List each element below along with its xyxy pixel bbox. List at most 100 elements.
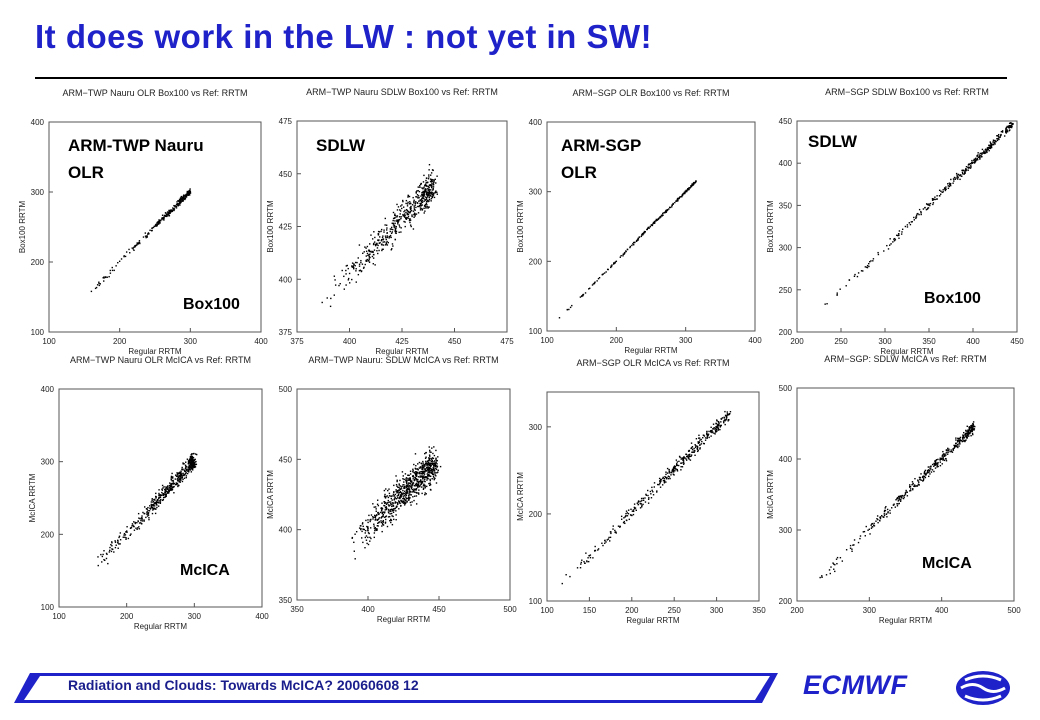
data-point: [136, 522, 138, 524]
data-point: [402, 213, 404, 216]
data-point: [660, 214, 663, 217]
data-point: [434, 460, 436, 462]
data-point: [181, 480, 184, 483]
data-point: [426, 476, 428, 478]
data-point: [400, 504, 402, 507]
x-tick-label: 400: [748, 336, 762, 345]
data-point: [435, 190, 437, 192]
data-point: [1010, 124, 1013, 126]
data-point: [934, 467, 937, 469]
data-point: [345, 284, 347, 286]
data-point: [434, 474, 436, 476]
data-point: [161, 484, 164, 487]
data-point: [988, 150, 990, 152]
data-point: [1000, 130, 1003, 133]
data-point: [681, 462, 683, 464]
data-point: [923, 470, 926, 473]
data-point: [395, 483, 398, 486]
data-point: [158, 497, 160, 499]
data-point: [970, 163, 972, 165]
data-point: [154, 508, 157, 510]
data-point: [969, 431, 972, 433]
data-point: [390, 512, 393, 515]
data-point: [412, 474, 414, 477]
data-point: [967, 167, 970, 169]
data-point: [412, 469, 414, 472]
data-point: [177, 476, 179, 478]
data-point: [726, 413, 729, 415]
data-point: [688, 188, 690, 191]
x-tick-label: 350: [752, 606, 766, 615]
data-point: [667, 208, 669, 211]
data-point: [98, 282, 100, 285]
data-point: [571, 304, 573, 307]
data-point: [579, 296, 582, 298]
data-point: [362, 541, 364, 544]
data-point: [972, 425, 974, 427]
data-point: [420, 182, 423, 185]
data-point: [959, 439, 961, 442]
data-point: [430, 189, 432, 191]
data-point: [152, 507, 154, 510]
data-point: [629, 246, 631, 249]
data-point: [384, 502, 386, 505]
data-point: [947, 447, 949, 450]
x-axis-label: Regular RRTM: [624, 346, 678, 355]
data-point: [187, 470, 189, 472]
data-point: [386, 232, 388, 234]
data-point: [592, 283, 595, 285]
data-point: [351, 262, 354, 264]
data-point: [162, 496, 165, 499]
data-point: [673, 467, 675, 469]
data-point: [377, 234, 380, 236]
data-point: [411, 475, 414, 478]
data-point: [411, 215, 413, 218]
data-point: [183, 196, 185, 199]
data-point: [949, 183, 952, 186]
data-point: [694, 181, 697, 184]
data-point: [970, 165, 972, 167]
data-point: [996, 139, 999, 142]
data-point: [952, 182, 954, 184]
data-point: [715, 428, 718, 431]
data-point: [395, 489, 397, 491]
data-point: [384, 495, 386, 497]
data-point: [394, 508, 396, 510]
data-point: [964, 433, 966, 436]
data-point: [379, 242, 381, 244]
data-point: [136, 243, 139, 245]
data-point: [426, 206, 429, 208]
data-point: [104, 559, 106, 562]
data-point: [958, 441, 961, 444]
data-point: [380, 230, 382, 233]
data-point: [110, 543, 112, 546]
data-point: [430, 469, 432, 472]
data-point: [188, 465, 190, 467]
data-point: [162, 493, 164, 495]
data-point: [433, 180, 435, 183]
data-point: [428, 473, 430, 476]
data-point: [633, 244, 635, 246]
data-point: [433, 477, 435, 479]
data-point: [935, 459, 938, 461]
data-point: [131, 247, 133, 249]
data-point: [972, 161, 974, 164]
data-point: [433, 446, 435, 448]
data-point: [623, 517, 625, 519]
x-tick-label: 100: [42, 337, 56, 346]
data-point: [175, 474, 177, 477]
data-point: [940, 190, 942, 192]
data-point: [424, 205, 426, 208]
data-point: [398, 496, 401, 499]
x-tick-label: 400: [254, 337, 268, 346]
data-point: [177, 484, 179, 486]
data-point: [934, 196, 936, 198]
data-point: [422, 187, 424, 190]
data-point: [409, 483, 412, 485]
data-point: [886, 244, 888, 247]
data-point: [936, 198, 938, 200]
data-point: [941, 191, 943, 194]
data-point: [185, 194, 187, 197]
data-point: [712, 428, 714, 430]
data-point: [374, 516, 377, 519]
